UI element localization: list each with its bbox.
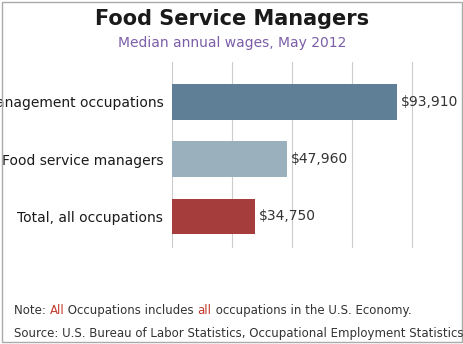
Text: Source: U.S. Bureau of Labor Statistics, Occupational Employment Statistics: Source: U.S. Bureau of Labor Statistics,… bbox=[14, 327, 463, 341]
Text: occupations in the U.S. Economy.: occupations in the U.S. Economy. bbox=[211, 304, 410, 318]
Bar bbox=[171, 198, 255, 234]
Text: All: All bbox=[50, 304, 64, 318]
Text: Occupations includes: Occupations includes bbox=[64, 304, 197, 318]
Text: $93,910: $93,910 bbox=[400, 95, 457, 109]
Bar bbox=[171, 141, 287, 177]
Text: Median annual wages, May 2012: Median annual wages, May 2012 bbox=[118, 36, 345, 50]
Text: $34,750: $34,750 bbox=[258, 209, 315, 223]
Bar bbox=[171, 84, 397, 120]
Text: Note:: Note: bbox=[14, 304, 50, 318]
Text: Food Service Managers: Food Service Managers bbox=[95, 9, 368, 29]
Text: $47,960: $47,960 bbox=[290, 152, 347, 166]
Text: all: all bbox=[197, 304, 211, 318]
